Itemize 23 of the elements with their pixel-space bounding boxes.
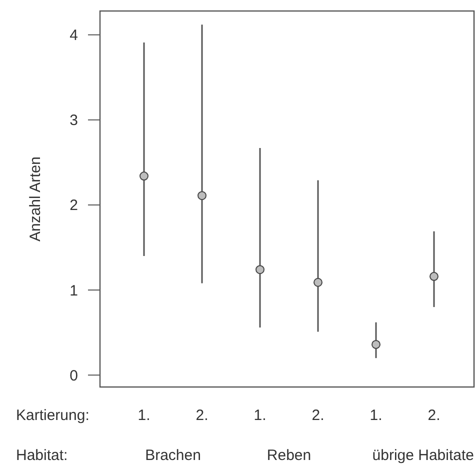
point [140,172,148,181]
point [430,272,438,281]
text: Habitat: [16,447,68,464]
x-tick-label: 2. [196,407,208,424]
y-tick-label: 0 [70,367,78,384]
y-axis-title: Anzahl Arten [27,156,44,242]
point [256,265,264,274]
x-tick-label: 1. [138,407,150,424]
text: übrige Habitate [372,447,474,464]
y-tick-label: 4 [70,27,78,44]
y-tick-label: 2 [70,197,78,214]
x-tick-label: 1. [254,407,266,424]
y-tick-label: 1 [70,282,78,300]
point [372,340,380,349]
x-tick-label: 2. [312,407,324,424]
text: Kartierung: [16,407,90,424]
text: Reben [266,447,312,464]
x-tick-label: 1. [370,407,382,424]
x-tick-label: 2. [428,407,440,424]
text: Brachen [145,447,201,464]
y-tick-label: 3 [70,112,78,130]
point [198,191,206,200]
point [314,278,322,287]
